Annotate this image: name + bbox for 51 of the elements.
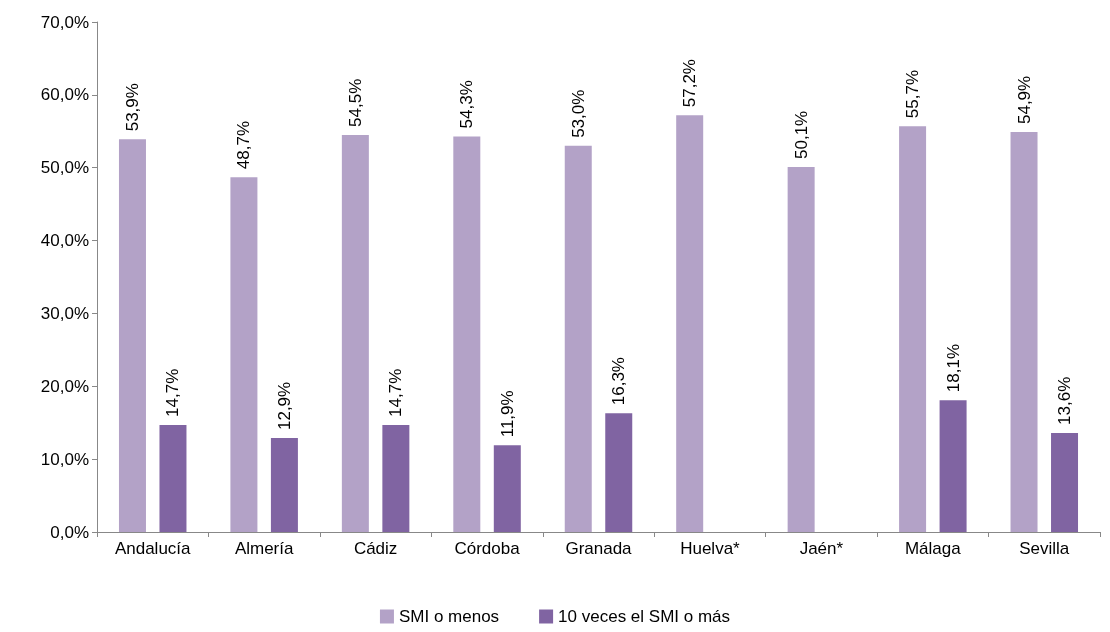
data-label: 18,1%	[943, 343, 963, 393]
bar	[493, 445, 521, 532]
x-tick-label: Cádiz	[353, 539, 398, 558]
y-tick-label: 0,0%	[50, 522, 89, 542]
bar	[270, 438, 298, 532]
data-label: 54,9%	[1014, 75, 1034, 125]
y-tick-label: 60,0%	[40, 85, 89, 105]
data-label: 12,9%	[274, 381, 294, 431]
y-tick-label: 50,0%	[40, 158, 89, 178]
bar	[899, 126, 927, 532]
data-label: 55,7%	[903, 69, 923, 119]
bar	[564, 145, 592, 532]
bar	[787, 166, 815, 532]
x-tick-label: Córdoba	[454, 539, 521, 558]
y-tick-label: 30,0%	[40, 303, 89, 323]
x-tick-label: Jaén*	[799, 539, 844, 558]
bar	[230, 177, 258, 532]
data-label: 16,3%	[609, 357, 629, 406]
y-tick-label: 40,0%	[40, 231, 89, 251]
legend-label: SMI o menos	[398, 607, 500, 626]
bar	[1051, 432, 1079, 532]
x-tick-label: Granada	[565, 539, 633, 558]
data-label: 13,6%	[1055, 376, 1075, 425]
data-label: 53,0%	[568, 89, 588, 138]
bar	[453, 136, 481, 532]
bar	[159, 424, 187, 532]
x-tick-label: Málaga	[904, 539, 962, 558]
x-tick-label: Almería	[234, 539, 294, 558]
data-label: 53,9%	[122, 83, 142, 132]
data-label: 11,9%	[497, 390, 517, 438]
x-tick-label: Andalucía	[114, 539, 192, 558]
y-tick-label: 70,0%	[40, 12, 89, 32]
bar	[939, 400, 967, 532]
data-label: 48,7%	[234, 120, 254, 170]
legend-label: 10 veces el SMI o más	[558, 607, 731, 626]
x-tick-label: Huelva*	[680, 539, 741, 558]
bar	[341, 134, 369, 532]
data-label: 54,5%	[345, 78, 365, 127]
data-label: 57,2%	[680, 59, 700, 108]
data-label: 50,1%	[791, 110, 811, 159]
data-label: 54,3%	[457, 80, 477, 129]
bar	[1010, 132, 1038, 532]
y-tick-label: 20,0%	[40, 376, 89, 396]
bar	[676, 115, 704, 532]
x-tick-label: Sevilla	[1019, 539, 1070, 558]
data-label: 14,7%	[163, 368, 183, 417]
bar	[118, 139, 146, 532]
y-tick-label: 10,0%	[40, 449, 89, 469]
bar	[605, 413, 633, 532]
data-label: 14,7%	[386, 368, 406, 417]
bar	[382, 424, 410, 532]
